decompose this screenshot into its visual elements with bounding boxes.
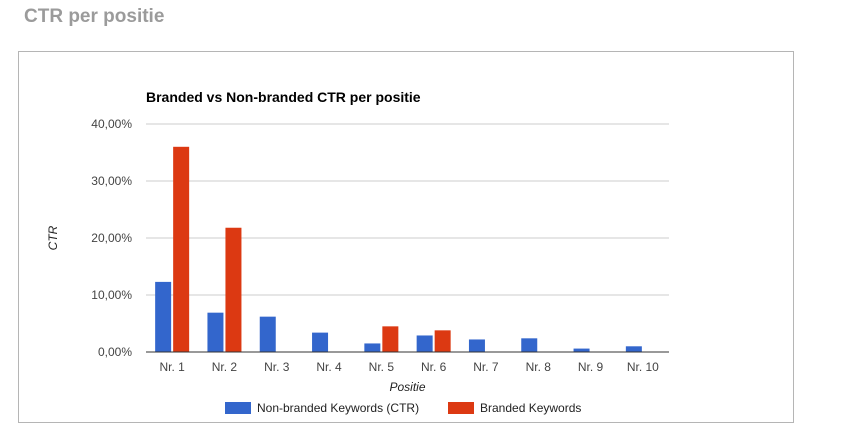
y-tick-label: 10,00% [91, 288, 132, 302]
bar-non-branded[interactable] [468, 339, 485, 352]
bar-chart: Branded vs Non-branded CTR per positie 0… [46, 89, 669, 415]
legend-label: Non-branded Keywords (CTR) [257, 401, 419, 415]
bar-non-branded[interactable] [312, 332, 329, 352]
x-tick-label: Nr. 1 [159, 360, 185, 374]
bar-non-branded[interactable] [521, 338, 538, 352]
bar-non-branded[interactable] [625, 346, 642, 352]
bar-non-branded[interactable] [155, 281, 172, 352]
chart-title: Branded vs Non-branded CTR per positie [146, 89, 421, 105]
x-tick-label: Nr. 4 [316, 360, 342, 374]
bar-non-branded[interactable] [364, 343, 381, 352]
y-tick-label: 20,00% [91, 231, 132, 245]
chart-container: Branded vs Non-branded CTR per positie 0… [18, 51, 794, 423]
y-tick-label: 30,00% [91, 174, 132, 188]
bar-non-branded[interactable] [207, 312, 224, 352]
page-title: CTR per positie [24, 6, 165, 27]
bar-branded[interactable] [173, 146, 190, 352]
x-axis-ticks: Nr. 1 Nr. 2 Nr. 3 Nr. 4 Nr. 5 Nr. 6 Nr. 7 Nr. 8… [159, 360, 659, 374]
legend-swatch [448, 402, 474, 414]
bar-non-branded[interactable] [573, 348, 590, 352]
bar-branded[interactable] [225, 227, 242, 352]
gridlines [146, 123, 669, 296]
legend-swatch [225, 402, 251, 414]
bar-non-branded[interactable] [416, 335, 433, 352]
bars [155, 146, 642, 352]
bar-branded[interactable] [434, 330, 451, 352]
x-tick-label: Nr. 8 [526, 360, 552, 374]
y-tick-label: 0,00% [98, 345, 132, 359]
y-tick-label: 40,00% [91, 117, 132, 131]
legend[interactable]: Non-branded Keywords (CTR) Branded Keywor… [225, 401, 581, 415]
x-tick-label: Nr. 7 [473, 360, 499, 374]
x-tick-label: Nr. 9 [578, 360, 604, 374]
x-tick-label: Nr. 3 [264, 360, 290, 374]
y-axis-title: CTR [46, 225, 60, 250]
x-tick-label: Nr. 5 [369, 360, 395, 374]
x-axis-title: Positie [389, 380, 425, 394]
legend-label: Branded Keywords [480, 401, 581, 415]
x-tick-label: Nr. 2 [212, 360, 238, 374]
bar-non-branded[interactable] [259, 316, 276, 352]
x-tick-label: Nr. 6 [421, 360, 447, 374]
y-axis-ticks: 0,00% 10,00% 20,00% 30,00% 40,00% [91, 117, 132, 359]
x-tick-label: Nr. 10 [627, 360, 659, 374]
bar-branded[interactable] [382, 326, 399, 352]
